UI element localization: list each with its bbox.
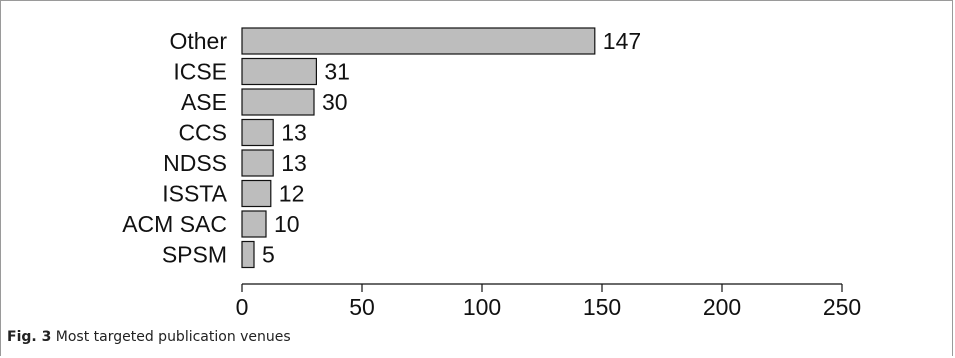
category-label-ndss: NDSS — [163, 150, 227, 176]
bar-ase — [241, 88, 315, 116]
x-tick-label-150: 150 — [583, 294, 621, 320]
value-label-ndss: 13 — [281, 150, 307, 176]
x-tick-label-0: 0 — [236, 294, 249, 320]
bars-group — [241, 27, 596, 269]
x-ticks-group: 0 50 100 150 200 250 — [236, 284, 861, 320]
category-label-issta: ISSTA — [162, 181, 227, 207]
bar-ndss — [241, 149, 274, 177]
x-tick-label-250: 250 — [823, 294, 861, 320]
value-label-issta: 12 — [279, 181, 305, 207]
category-label-acm-sac: ACM SAC — [122, 211, 227, 237]
bar-chart: Other ICSE ASE CCS NDSS ISSTA ACM SAC SPSM 147 3… — [122, 27, 861, 320]
bar-issta — [241, 179, 272, 208]
category-label-icse: ICSE — [173, 59, 227, 85]
bar-acm-sac — [241, 210, 267, 238]
figure-caption: Fig. 3 Most targeted publication venues — [7, 329, 291, 345]
category-label-ccs: CCS — [178, 120, 227, 146]
x-tick-label-100: 100 — [463, 294, 501, 320]
x-tick-label-200: 200 — [703, 294, 741, 320]
value-label-ase: 30 — [322, 89, 348, 115]
value-label-acm-sac: 10 — [274, 211, 300, 237]
value-label-icse: 31 — [324, 59, 350, 85]
value-label-ccs: 13 — [281, 120, 307, 146]
category-label-spsm: SPSM — [162, 242, 227, 268]
bar-spsm — [241, 240, 255, 269]
category-labels-group: Other ICSE ASE CCS NDSS ISSTA ACM SAC SPSM — [122, 28, 227, 268]
figure-number: Fig. 3 — [7, 329, 52, 345]
bar-ccs — [241, 118, 274, 147]
category-label-ase: ASE — [181, 89, 227, 115]
value-label-spsm: 5 — [262, 242, 275, 268]
value-label-other: 147 — [603, 28, 641, 54]
x-tick-label-50: 50 — [349, 294, 375, 320]
caption-text: Most targeted publication venues — [55, 329, 291, 345]
bar-other — [241, 27, 596, 55]
value-labels-group: 147 31 30 13 13 12 10 5 — [262, 28, 641, 268]
bar-icse — [241, 57, 318, 86]
category-label-other: Other — [169, 28, 227, 54]
